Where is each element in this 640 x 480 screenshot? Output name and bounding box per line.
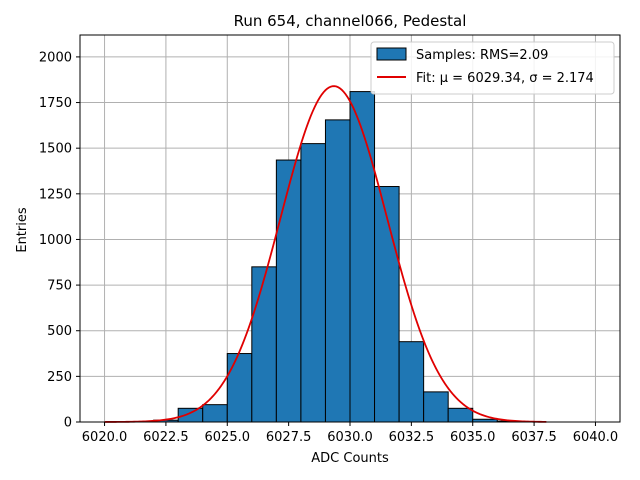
histogram-bar-10 bbox=[398, 341, 425, 423]
y-tick-label-5: 1250 bbox=[39, 187, 72, 202]
histogram-bar-1 bbox=[177, 407, 204, 423]
x-tick-label-2: 6025.0 bbox=[205, 430, 251, 445]
y-tick-label-0: 0 bbox=[64, 416, 72, 431]
legend-box bbox=[370, 41, 615, 95]
histogram-bar-12 bbox=[447, 407, 474, 423]
x-tick-label-6: 6035.0 bbox=[450, 430, 496, 445]
y-tick-label-6: 1500 bbox=[39, 142, 72, 157]
histogram-bar-11 bbox=[423, 391, 449, 423]
x-axis-ticks: 6020.0 6022.5 6025.0 6027.5 6030.0 6032.5 6035… bbox=[82, 422, 618, 445]
chart-title: Run 654, channel066, Pedestal bbox=[234, 12, 467, 30]
histogram-bars bbox=[153, 91, 523, 423]
histogram-bar-3 bbox=[226, 353, 253, 423]
y-tick-label-7: 1750 bbox=[39, 96, 72, 111]
fit-curve-group bbox=[104, 85, 547, 423]
histogram-bar-8 bbox=[349, 91, 376, 423]
histogram-bar-2 bbox=[202, 404, 228, 423]
x-tick-label-4: 6030.0 bbox=[327, 430, 373, 445]
y-tick-label-2: 500 bbox=[47, 324, 72, 339]
legend: Samples: RMS=2.09 Fit: μ = 6029.34, σ = … bbox=[370, 41, 615, 95]
y-tick-label-8: 2000 bbox=[39, 50, 72, 65]
x-tick-label-0: 6020.0 bbox=[82, 430, 128, 445]
histogram-bar-6 bbox=[300, 143, 326, 423]
histogram-bar-4 bbox=[251, 266, 277, 423]
y-tick-label-3: 750 bbox=[47, 279, 72, 294]
y-tick-label-1: 250 bbox=[47, 370, 72, 385]
fit-curve bbox=[104, 85, 547, 423]
x-tick-label-8: 6040.0 bbox=[573, 430, 619, 445]
legend-label-fit: Fit: μ = 6029.34, σ = 2.174 bbox=[416, 71, 594, 86]
histogram-bar-5 bbox=[275, 159, 302, 423]
x-tick-label-5: 6032.5 bbox=[389, 430, 435, 445]
x-tick-label-1: 6022.5 bbox=[143, 430, 189, 445]
y-tick-label-4: 1000 bbox=[39, 233, 72, 248]
histogram-bar-7 bbox=[324, 119, 351, 423]
legend-label-samples: Samples: RMS=2.09 bbox=[416, 48, 548, 63]
y-axis-label: Entries bbox=[15, 207, 30, 253]
y-axis-ticks: 0 250 500 750 1000 1250 1500 1750 2000 bbox=[39, 50, 80, 431]
histogram-bar-9 bbox=[374, 186, 400, 423]
x-tick-label-3: 6027.5 bbox=[266, 430, 312, 445]
legend-patch-samples bbox=[376, 47, 407, 61]
x-tick-label-7: 6037.5 bbox=[511, 430, 557, 445]
x-axis-label: ADC Counts bbox=[311, 451, 389, 466]
